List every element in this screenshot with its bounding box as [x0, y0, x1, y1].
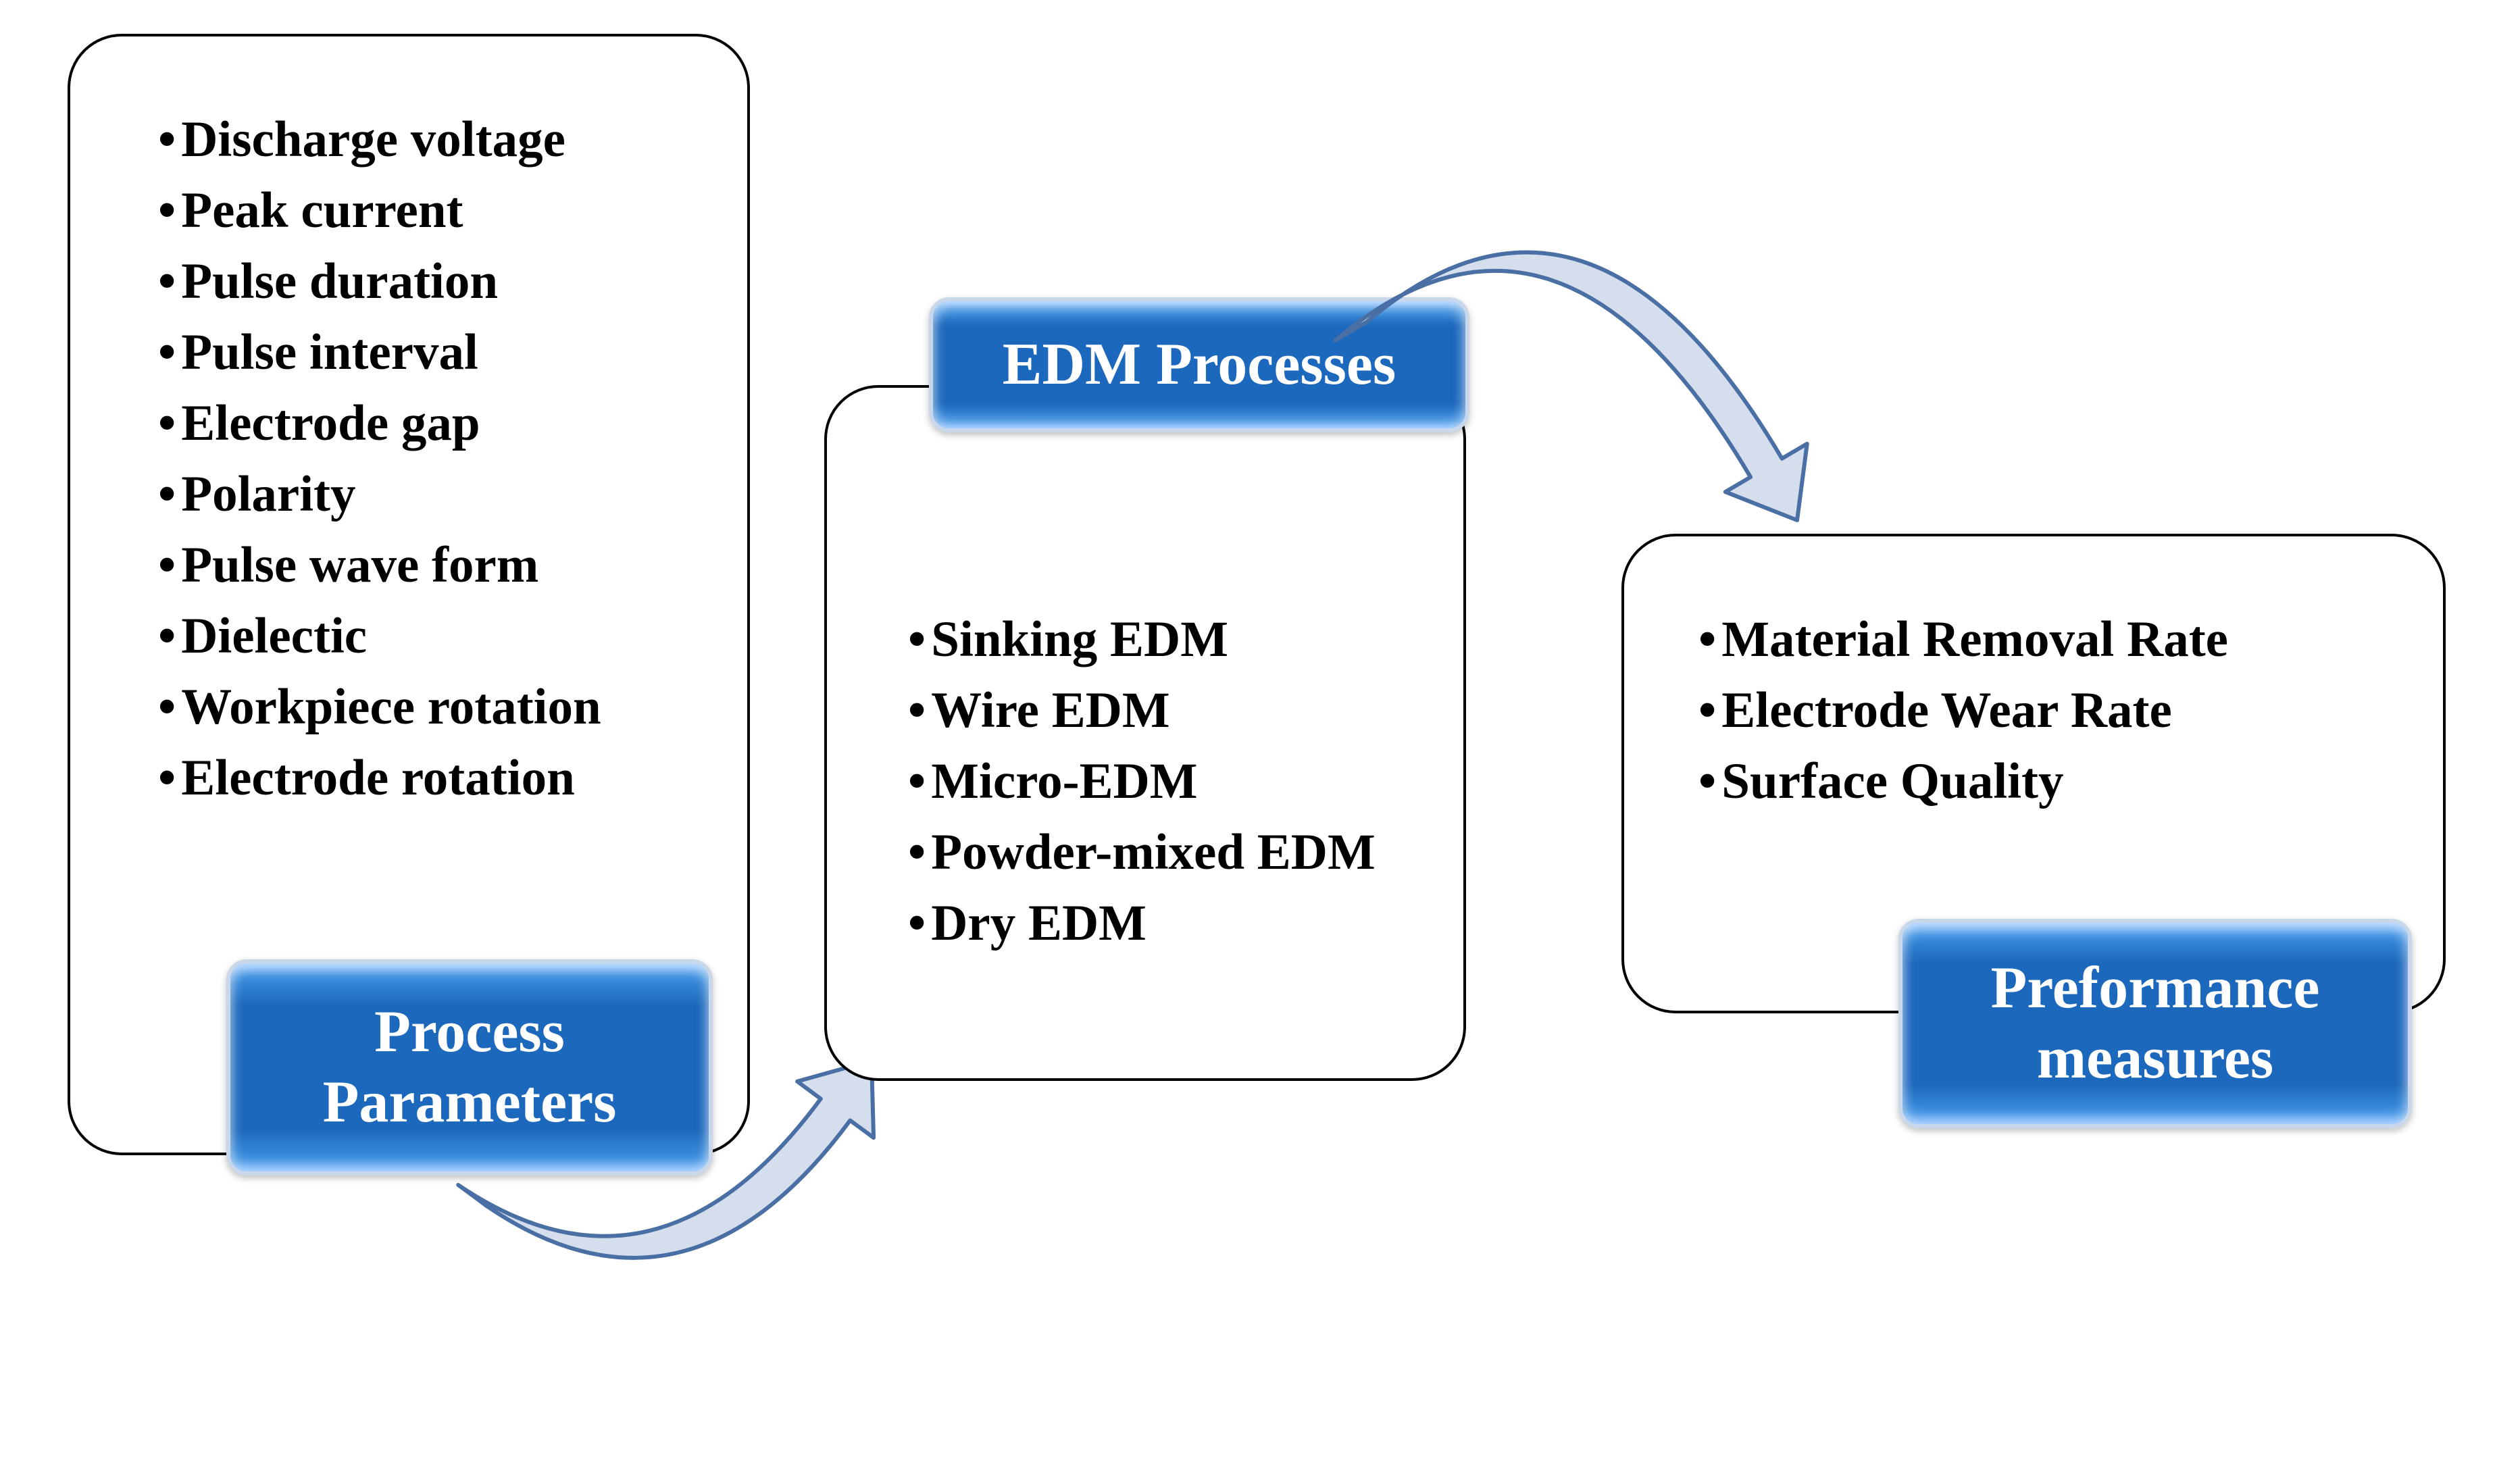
performance-measures-list: Material Removal RateElectrode Wear Rate… [1698, 604, 2517, 817]
arrow-icon [458, 1061, 874, 1258]
list-item: Pulse wave form [158, 530, 835, 601]
badge-performance-measures-label: Preformancemeasures [1990, 953, 2319, 1094]
list-item: Wire EDM [908, 675, 1544, 746]
list-item: Electrode rotation [158, 742, 835, 813]
arrow-icon [1336, 252, 1807, 520]
list-item: Electrode Wear Rate [1698, 675, 2517, 746]
list-item: Discharge voltage [158, 104, 835, 175]
list-item: Dry EDM [908, 888, 1544, 959]
process-parameters-list: Discharge voltagePeak currentPulse durat… [158, 104, 835, 813]
diagram-stage: Discharge voltagePeak currentPulse durat… [0, 0, 2520, 1334]
list-item: Electrode gap [158, 388, 835, 459]
list-item: Powder-mixed EDM [908, 817, 1544, 888]
list-item: Dielectic [158, 601, 835, 672]
list-item: Pulse interval [158, 317, 835, 388]
list-item: Micro-EDM [908, 746, 1544, 817]
list-item: Polarity [158, 459, 835, 530]
list-item: Pulse duration [158, 246, 835, 317]
list-item: Surface Quality [1698, 746, 2517, 817]
list-item: Peak current [158, 175, 835, 246]
badge-performance-measures: Preformancemeasures [1898, 919, 2412, 1128]
edm-processes-list: Sinking EDMWire EDMMicro-EDMPowder-mixed… [908, 604, 1544, 959]
list-item: Material Removal Rate [1698, 604, 2517, 675]
list-item: Workpiece rotation [158, 672, 835, 742]
